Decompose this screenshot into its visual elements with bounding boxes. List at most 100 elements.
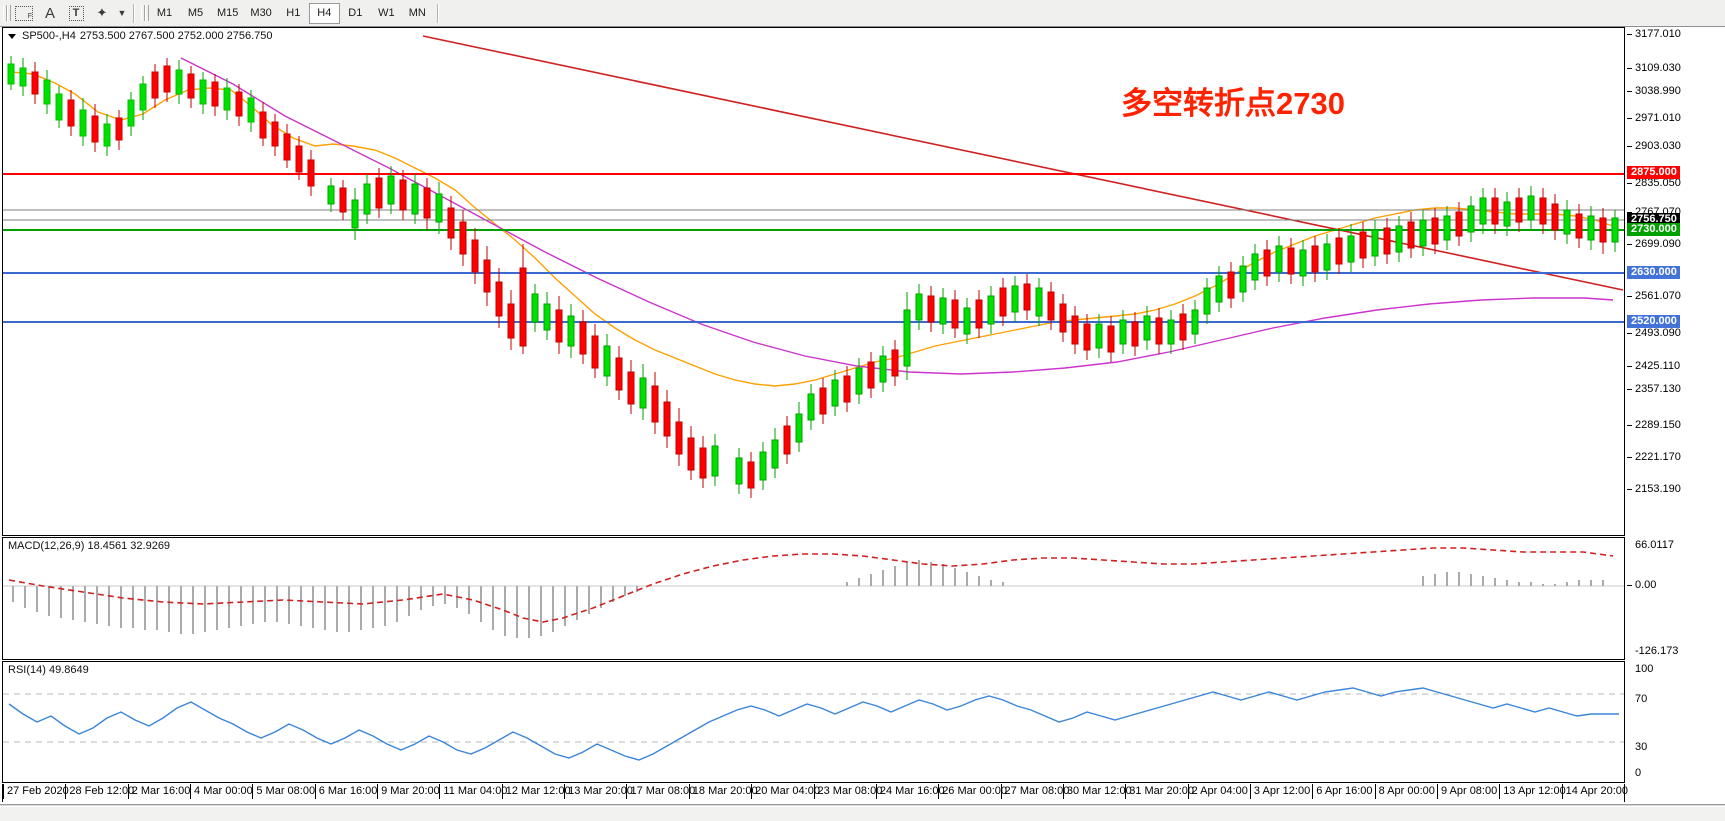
- time-axis-label: 31 Mar 20:00: [1129, 785, 1195, 797]
- symbol-name: SP500-,H4: [22, 30, 76, 42]
- annotation-text: 多空转折点2730: [1121, 86, 1345, 121]
- time-tick: [938, 784, 940, 799]
- time-tick: [813, 784, 815, 799]
- time-axis-label: 30 Mar 12:00: [1066, 785, 1132, 797]
- time-axis[interactable]: 27 Feb 2020 28 Feb 12:00 2 Mar 16:00 4 Mar …: [2, 784, 1628, 802]
- price-tick: 2835.050: [1627, 177, 1681, 189]
- rsi-tick: 0: [1635, 767, 1642, 779]
- toolbar-separator-2: [436, 3, 438, 23]
- price-tick: 2357.130: [1627, 383, 1681, 395]
- time-axis-label: 27 Feb 2020: [7, 785, 69, 797]
- price-scale[interactable]: 3177.010 3109.030 3038.990 2971.010 2903…: [1627, 27, 1723, 536]
- time-tick: [751, 784, 753, 799]
- time-axis-label: 3 Apr 12:00: [1253, 785, 1311, 797]
- rsi-tick: 30: [1635, 741, 1648, 753]
- symbol-header: SP500-,H4 2753.500 2767.500 2752.000 275…: [8, 30, 273, 42]
- price-tick: 2493.090: [1627, 327, 1681, 339]
- chart-area[interactable]: SP500-,H4 2753.500 2767.500 2752.000 275…: [0, 27, 1725, 821]
- price-tag-support-2[interactable]: 2520.000: [1627, 315, 1680, 328]
- text-a-icon[interactable]: A: [44, 4, 55, 22]
- macd-scale[interactable]: 66.0117 0.00 -126.173: [1627, 537, 1723, 660]
- symbol-ohlc: 2753.500 2767.500 2752.000 2756.750: [79, 30, 273, 42]
- price-tick: 3109.030: [1627, 62, 1681, 74]
- timeframe-mn[interactable]: MN: [408, 7, 426, 19]
- time-tick: [252, 784, 254, 799]
- bottom-divider: [0, 804, 1725, 806]
- horizontal-scrollbar[interactable]: [0, 807, 1725, 821]
- price-tick: 3038.990: [1627, 85, 1681, 97]
- price-tag-pivot[interactable]: 2730.000: [1627, 223, 1680, 236]
- macd-signal-line: [8, 547, 1614, 623]
- macd-tick: -126.173: [1635, 645, 1679, 657]
- macd-label: MACD(12,26,9) 18.4561 32.9269: [8, 540, 171, 552]
- objects-icon[interactable]: ✦: [96, 5, 108, 20]
- time-axis-label: 11 Mar 04:00: [443, 785, 508, 797]
- time-axis-label: 23 Mar 08:00: [817, 785, 883, 797]
- rsi-tick: 70: [1635, 693, 1648, 705]
- timeframe-h4[interactable]: H4: [308, 2, 340, 24]
- price-tick: 2971.010: [1627, 112, 1681, 124]
- rsi-label: RSI(14) 49.8649: [8, 664, 89, 676]
- macd-tick: 66.0117: [1635, 539, 1674, 551]
- time-axis-label: 8 Apr 00:00: [1378, 785, 1435, 797]
- ma-fast-line: [10, 71, 1614, 387]
- price-tick: 2153.190: [1627, 483, 1681, 495]
- price-tag-resistance[interactable]: 2875.000: [1627, 166, 1680, 179]
- time-tick: [3, 784, 4, 799]
- time-axis-label: 9 Mar 20:00: [381, 785, 440, 797]
- toolbar-grip[interactable]: [2, 3, 11, 23]
- time-tick: [1062, 784, 1064, 799]
- price-tick: 2425.110: [1627, 360, 1680, 372]
- timeframe-h1[interactable]: H1: [286, 7, 301, 19]
- time-axis-label: 6 Apr 16:00: [1316, 785, 1373, 797]
- time-tick: [1374, 784, 1376, 799]
- time-tick: [127, 784, 129, 799]
- toolbar: F A T ✦ ▼ M1 M5 M15 M30 H1 H4 D1 W1 MN: [0, 0, 1725, 27]
- ma-slow-line: [180, 57, 1614, 375]
- time-tick: [190, 784, 192, 799]
- macd-panel[interactable]: MACD(12,26,9) 18.4561 32.9269: [2, 537, 1625, 660]
- time-axis-label: 6 Mar 16:00: [318, 785, 378, 797]
- timeframe-m1[interactable]: M1: [156, 7, 173, 19]
- time-tick: [875, 784, 877, 799]
- price-tick: 2699.090: [1627, 238, 1681, 250]
- rsi-plot[interactable]: [3, 662, 1624, 782]
- price-plot[interactable]: [3, 28, 1624, 535]
- timeframe-m30[interactable]: M30: [250, 7, 272, 19]
- time-tick: [314, 784, 316, 799]
- timeframe-d1[interactable]: D1: [348, 7, 363, 19]
- timeframe-w1[interactable]: W1: [378, 7, 395, 19]
- time-tick: [688, 784, 690, 799]
- time-tick: [626, 784, 628, 799]
- collapse-caret-icon[interactable]: [8, 33, 16, 39]
- time-axis-label: 5 Mar 08:00: [256, 785, 316, 797]
- time-tick: [439, 784, 441, 799]
- price-panel[interactable]: SP500-,H4 2753.500 2767.500 2752.000 275…: [2, 27, 1625, 536]
- time-axis-label: 28 Feb 12:00: [69, 785, 135, 797]
- time-tick: [1187, 784, 1189, 799]
- price-tag-support-1[interactable]: 2630.000: [1627, 266, 1680, 279]
- time-tick: [1125, 784, 1127, 799]
- time-axis-label: 17 Mar 08:00: [630, 785, 696, 797]
- timeframe-grip[interactable]: [140, 3, 149, 23]
- timeframe-m5[interactable]: M5: [187, 7, 204, 19]
- time-tick: [564, 784, 566, 799]
- trend-red-line: [422, 35, 1624, 291]
- price-tick: 2289.150: [1627, 419, 1681, 431]
- price-tag-last[interactable]: 2756.750: [1627, 213, 1680, 226]
- rsi-panel[interactable]: RSI(14) 49.8649: [2, 661, 1625, 783]
- grid-icon[interactable]: F: [11, 2, 37, 25]
- timeframe-m15[interactable]: M15: [217, 7, 239, 19]
- macd-plot[interactable]: [3, 538, 1624, 659]
- dropdown-arrow-icon[interactable]: ▼: [117, 8, 127, 18]
- text-label-icon[interactable]: T: [63, 2, 89, 25]
- time-tick: [1249, 784, 1251, 799]
- price-tick: 2221.170: [1627, 451, 1681, 463]
- macd-histogram: [12, 560, 1604, 638]
- rsi-scale[interactable]: 100 70 30 0: [1627, 661, 1723, 783]
- time-axis-label: 27 Mar 08:00: [1004, 785, 1070, 797]
- time-axis-label: 26 Mar 00:00: [942, 785, 1008, 797]
- time-tick: [1312, 784, 1314, 799]
- time-axis-label: 13 Mar 20:00: [568, 785, 633, 797]
- time-tick: [1561, 784, 1563, 799]
